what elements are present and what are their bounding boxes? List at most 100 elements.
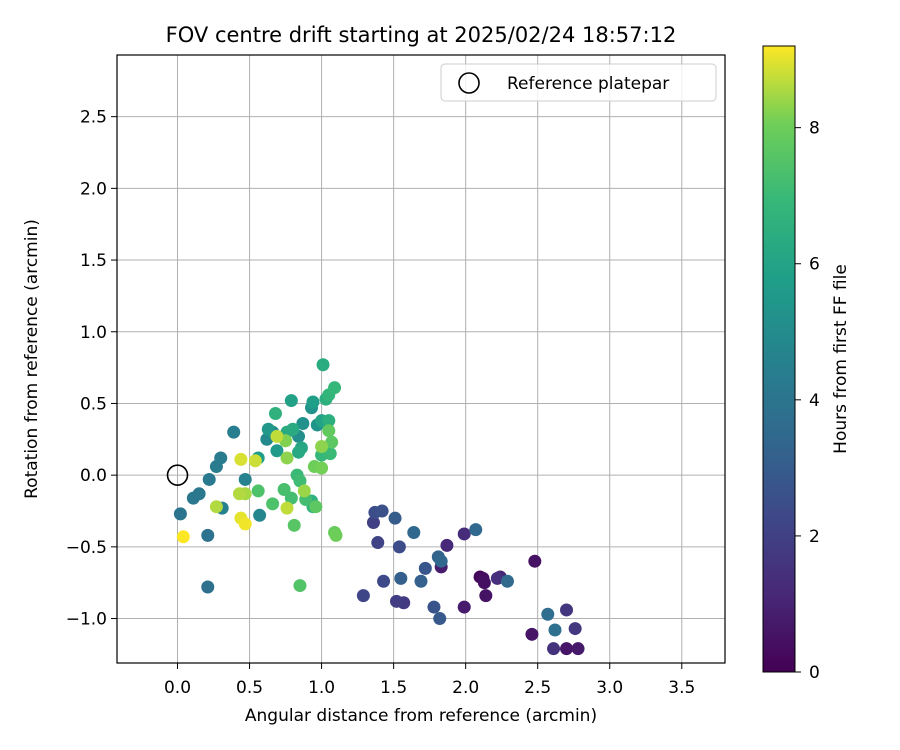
grid-lines	[117, 55, 725, 663]
data-point	[297, 484, 311, 498]
data-point	[270, 429, 284, 443]
y-axis-ticks: −1.0 −0.5 0.0 0.5 1.0 1.5 2.0 2.5	[66, 108, 117, 630]
data-point	[287, 518, 301, 532]
data-point	[477, 576, 491, 590]
data-point	[248, 454, 262, 468]
data-point	[234, 452, 248, 466]
data-point	[316, 358, 330, 372]
data-point	[525, 627, 539, 641]
y-tick-label: 1.5	[80, 251, 107, 271]
data-point	[238, 517, 252, 531]
data-point	[315, 461, 329, 475]
data-point	[201, 528, 215, 542]
colorbar-tick-label: 2	[809, 527, 820, 547]
x-tick-label: 1.0	[308, 678, 335, 698]
data-point	[251, 484, 265, 498]
data-point	[440, 538, 454, 552]
legend-label: Reference platepar	[507, 74, 669, 94]
data-point	[390, 594, 404, 608]
legend-reference-icon	[458, 72, 480, 94]
data-point	[266, 497, 280, 511]
data-point	[280, 451, 294, 465]
data-point	[414, 574, 428, 588]
data-point	[293, 579, 307, 593]
data-point	[469, 523, 483, 537]
data-point	[568, 622, 582, 636]
x-tick-label: 0.0	[164, 678, 191, 698]
y-tick-label: 2.5	[80, 108, 107, 128]
y-axis-label: Rotation from reference (arcmin)	[22, 219, 42, 499]
data-point	[434, 554, 448, 568]
legend-box	[440, 63, 717, 102]
reference-platepar-marker	[166, 464, 189, 486]
x-tick-label: 2.0	[452, 678, 479, 698]
colorbar	[762, 45, 796, 673]
data-point	[427, 600, 441, 614]
data-point	[306, 395, 320, 409]
data-point	[293, 474, 307, 488]
data-point	[261, 422, 275, 436]
data-point	[309, 500, 323, 514]
data-point	[457, 527, 471, 541]
data-point	[490, 571, 504, 585]
data-point	[214, 451, 228, 465]
colorbar-tick-label: 0	[809, 663, 820, 683]
data-point	[560, 603, 574, 617]
colorbar-tick-label: 4	[809, 391, 820, 411]
y-tick-label: −1.0	[66, 610, 107, 630]
colorbar-label: Hours from first FF file	[831, 264, 851, 454]
data-point	[366, 515, 380, 529]
data-point	[284, 394, 298, 408]
data-point	[356, 589, 370, 603]
data-point	[547, 642, 561, 656]
data-point	[322, 414, 336, 428]
data-point	[418, 561, 432, 575]
scatter-points	[173, 358, 585, 656]
x-tick-label: 1.5	[380, 678, 407, 698]
y-tick-label: 2.0	[80, 179, 107, 199]
data-point	[548, 623, 562, 637]
data-point	[277, 482, 291, 496]
data-point	[457, 600, 471, 614]
data-point	[371, 536, 385, 550]
data-point	[176, 530, 190, 544]
data-point	[296, 417, 310, 431]
data-point	[238, 472, 252, 486]
data-point	[201, 580, 215, 594]
data-point	[500, 574, 514, 588]
data-point	[541, 607, 555, 621]
chart-title: FOV centre drift starting at 2025/02/24 …	[166, 23, 677, 47]
x-tick-label: 2.5	[524, 678, 551, 698]
y-tick-label: 1.0	[80, 323, 107, 343]
x-tick-label: 3.0	[596, 678, 623, 698]
x-axis-label: Angular distance from reference (arcmin)	[245, 706, 597, 726]
data-point	[315, 439, 329, 453]
x-tick-label: 3.5	[668, 678, 695, 698]
data-point	[375, 504, 389, 518]
data-point	[270, 444, 284, 458]
data-point	[227, 425, 241, 439]
data-point	[173, 507, 187, 521]
colorbar-tick-label: 6	[809, 255, 820, 275]
x-tick-label: 0.5	[236, 678, 263, 698]
data-point	[209, 500, 223, 514]
data-point	[560, 642, 574, 656]
data-point	[479, 589, 493, 603]
data-point	[323, 447, 337, 461]
data-point	[232, 487, 246, 501]
plot-frame	[116, 54, 726, 664]
data-point	[388, 511, 402, 525]
y-tick-label: 0.0	[80, 466, 107, 486]
data-point	[528, 554, 542, 568]
data-point	[202, 472, 216, 486]
data-point	[268, 406, 282, 420]
legend: Reference platepar	[440, 63, 717, 102]
colorbar-tick-label: 8	[809, 119, 820, 139]
data-point	[392, 540, 406, 554]
data-point	[253, 508, 267, 522]
data-point	[394, 571, 408, 585]
y-tick-label: 0.5	[80, 394, 107, 414]
data-point	[192, 487, 206, 501]
data-point	[286, 422, 300, 436]
